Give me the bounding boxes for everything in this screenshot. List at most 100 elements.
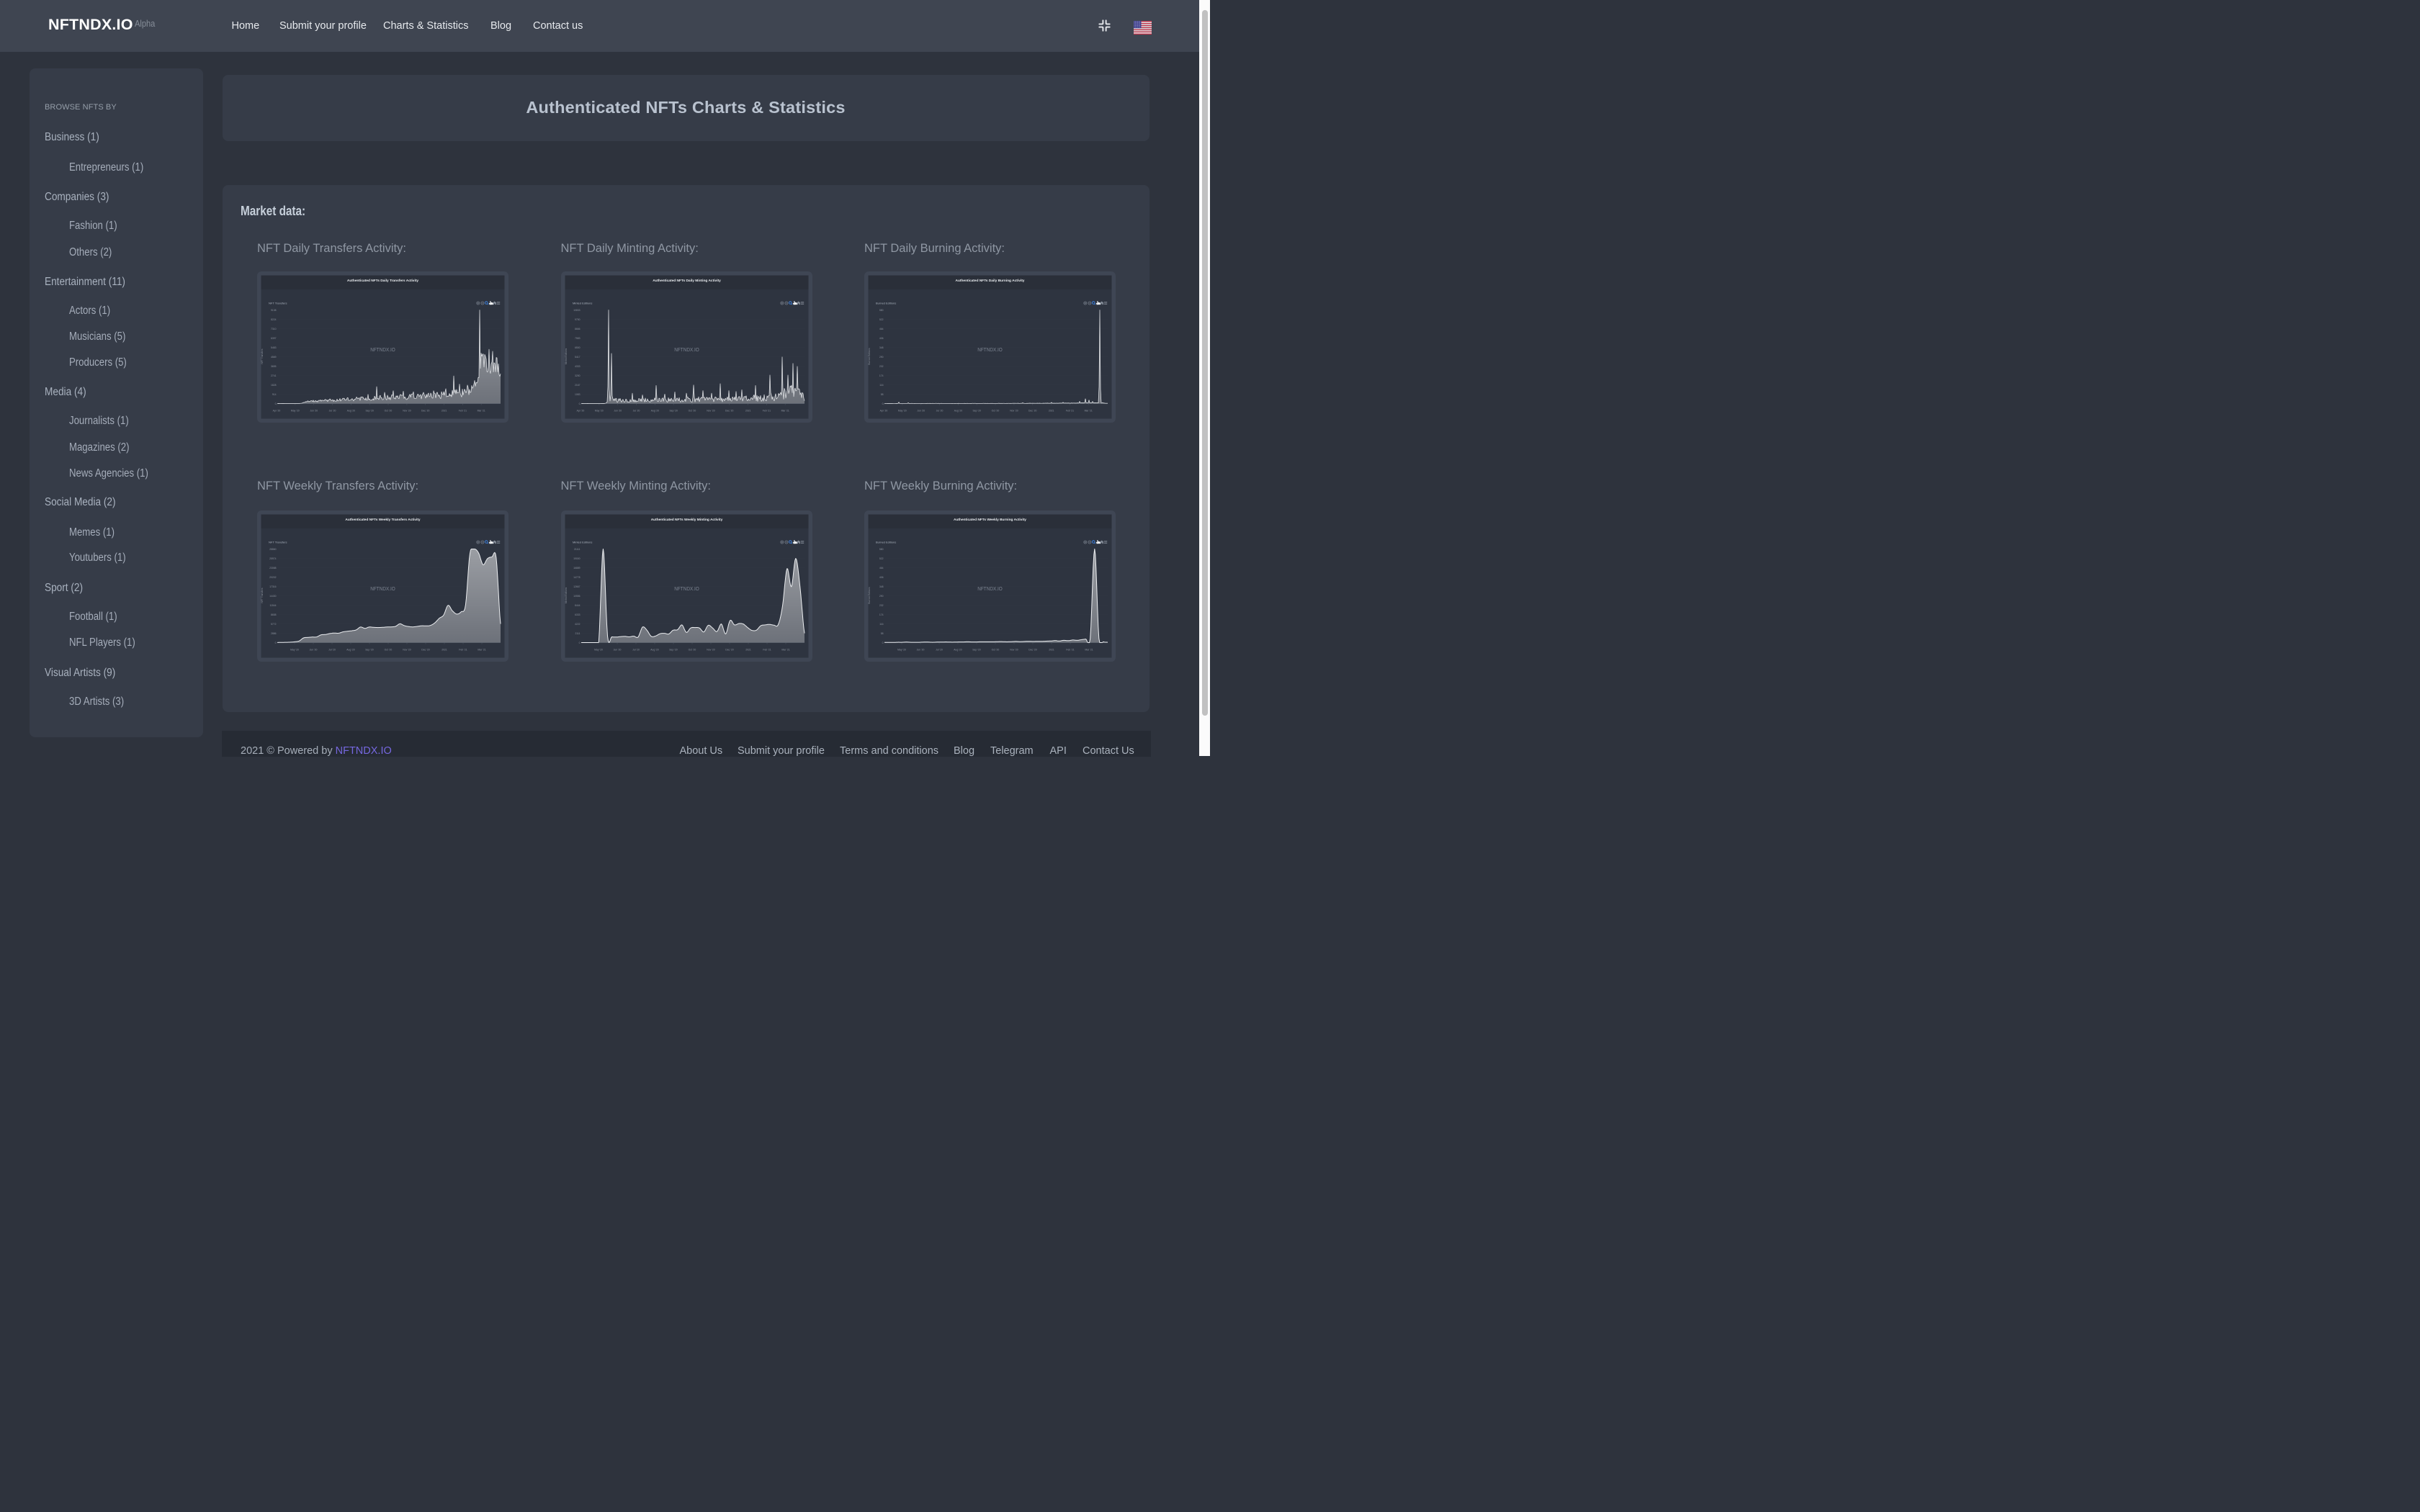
svg-text:406: 406 bbox=[879, 575, 884, 578]
svg-text:Aug '20: Aug '20 bbox=[954, 409, 963, 412]
svg-text:Dec '20: Dec '20 bbox=[421, 409, 430, 412]
svg-text:NFTNDX.IO: NFTNDX.IO bbox=[977, 585, 1003, 592]
svg-text:10833: 10833 bbox=[573, 308, 581, 311]
svg-text:Oct '20: Oct '20 bbox=[992, 409, 1000, 412]
svg-text:Feb '21: Feb '21 bbox=[1066, 648, 1074, 651]
svg-text:14778: 14778 bbox=[573, 575, 581, 578]
svg-text:NFTNDX.IO: NFTNDX.IO bbox=[370, 585, 395, 592]
svg-text:2741: 2741 bbox=[271, 374, 277, 377]
svg-text:4569: 4569 bbox=[271, 355, 277, 358]
svg-text:Burned Editions: Burned Editions bbox=[876, 540, 896, 544]
svg-text:8666: 8666 bbox=[574, 327, 580, 330]
svg-text:Burned Editions: Burned Editions bbox=[868, 587, 871, 604]
svg-text:7310: 7310 bbox=[271, 327, 277, 330]
svg-text:Authenticated NFTs Daily Trans: Authenticated NFTs Daily Transfers Activ… bbox=[347, 278, 418, 282]
svg-text:Dec '20: Dec '20 bbox=[1028, 409, 1037, 412]
svg-text:Dec '20: Dec '20 bbox=[725, 648, 734, 651]
svg-text:NFTNDX.IO: NFTNDX.IO bbox=[674, 585, 699, 592]
svg-text:Burned Editions: Burned Editions bbox=[868, 348, 871, 365]
svg-text:Aug '20: Aug '20 bbox=[954, 648, 962, 651]
svg-text:58: 58 bbox=[881, 631, 884, 634]
svg-text:Jul '20: Jul '20 bbox=[936, 409, 944, 412]
svg-text:914: 914 bbox=[272, 392, 277, 395]
svg-text:20202: 20202 bbox=[269, 575, 277, 578]
svg-text:0: 0 bbox=[882, 402, 884, 405]
svg-text:Sep '20: Sep '20 bbox=[365, 648, 374, 651]
svg-text:Authenticated NFTs Daily Burni: Authenticated NFTs Daily Burning Activit… bbox=[956, 278, 1025, 282]
svg-text:5772: 5772 bbox=[271, 622, 277, 625]
svg-text:2021: 2021 bbox=[1049, 648, 1054, 651]
svg-text:Apr '20: Apr '20 bbox=[576, 409, 584, 412]
svg-text:348: 348 bbox=[879, 346, 884, 348]
svg-text:4333: 4333 bbox=[574, 364, 580, 367]
svg-text:Oct '20: Oct '20 bbox=[688, 409, 696, 412]
svg-text:522: 522 bbox=[879, 557, 884, 559]
svg-text:58: 58 bbox=[881, 392, 884, 395]
svg-text:Nov '20: Nov '20 bbox=[403, 648, 411, 651]
svg-text:2167: 2167 bbox=[574, 383, 580, 386]
svg-text:464: 464 bbox=[879, 566, 884, 569]
svg-text:2021: 2021 bbox=[745, 648, 751, 651]
svg-text:Jul '20: Jul '20 bbox=[329, 409, 336, 412]
svg-text:0: 0 bbox=[275, 402, 277, 405]
svg-text:Authenticated NFTs Weekly Burn: Authenticated NFTs Weekly Burning Activi… bbox=[954, 517, 1026, 521]
svg-text:Oct '20: Oct '20 bbox=[688, 648, 696, 651]
svg-text:19000: 19000 bbox=[573, 557, 581, 559]
svg-text:Feb '21: Feb '21 bbox=[762, 409, 770, 412]
svg-text:Jul '20: Jul '20 bbox=[632, 409, 640, 412]
svg-text:Dec '20: Dec '20 bbox=[421, 648, 430, 651]
svg-text:1828: 1828 bbox=[271, 383, 277, 386]
svg-text:Oct '20: Oct '20 bbox=[385, 409, 393, 412]
svg-text:2021: 2021 bbox=[745, 409, 750, 412]
svg-text:1083: 1083 bbox=[574, 392, 580, 395]
svg-text:Sep '20: Sep '20 bbox=[972, 409, 981, 412]
svg-text:Apr '20: Apr '20 bbox=[880, 409, 888, 412]
svg-text:3250: 3250 bbox=[574, 374, 580, 377]
svg-text:23088: 23088 bbox=[269, 566, 277, 569]
svg-text:Mar '21: Mar '21 bbox=[1085, 409, 1093, 412]
svg-text:21111: 21111 bbox=[573, 547, 580, 550]
svg-text:6333: 6333 bbox=[574, 613, 580, 616]
svg-text:NFT Transfers: NFT Transfers bbox=[269, 540, 287, 544]
svg-text:Minted Editions: Minted Editions bbox=[573, 301, 592, 305]
svg-text:NFTNDX.IO: NFTNDX.IO bbox=[674, 346, 699, 353]
svg-text:NFTNDX.IO: NFTNDX.IO bbox=[977, 346, 1003, 353]
svg-text:Sep '20: Sep '20 bbox=[669, 409, 678, 412]
svg-text:Aug '20: Aug '20 bbox=[347, 409, 356, 412]
svg-text:May '20: May '20 bbox=[290, 648, 299, 651]
svg-text:Minted Editions: Minted Editions bbox=[565, 348, 568, 364]
svg-text:10556: 10556 bbox=[573, 594, 581, 597]
svg-text:9138: 9138 bbox=[271, 308, 277, 311]
svg-text:Feb '21: Feb '21 bbox=[459, 409, 467, 412]
svg-text:Minted Editions: Minted Editions bbox=[573, 540, 592, 544]
svg-text:6397: 6397 bbox=[271, 336, 277, 339]
svg-text:Aug '20: Aug '20 bbox=[650, 648, 659, 651]
svg-text:9750: 9750 bbox=[574, 318, 580, 320]
svg-text:Jun '20: Jun '20 bbox=[310, 648, 318, 651]
svg-text:5417: 5417 bbox=[574, 355, 580, 358]
svg-text:Jun '20: Jun '20 bbox=[917, 409, 925, 412]
svg-text:May '20: May '20 bbox=[594, 648, 603, 651]
svg-text:2021: 2021 bbox=[442, 648, 447, 651]
svg-text:290: 290 bbox=[879, 355, 884, 358]
svg-text:116: 116 bbox=[879, 383, 884, 386]
svg-text:Nov '20: Nov '20 bbox=[403, 409, 411, 412]
svg-text:7583: 7583 bbox=[574, 336, 580, 339]
svg-text:Jul '20: Jul '20 bbox=[936, 648, 943, 651]
svg-text:NFT Transfers: NFT Transfers bbox=[261, 348, 264, 364]
svg-text:May '20: May '20 bbox=[897, 648, 906, 651]
svg-text:Jul '20: Jul '20 bbox=[632, 648, 640, 651]
svg-text:232: 232 bbox=[879, 364, 884, 367]
svg-text:Jun '20: Jun '20 bbox=[614, 409, 622, 412]
svg-text:Mar '21: Mar '21 bbox=[1085, 648, 1093, 651]
svg-text:Feb '21: Feb '21 bbox=[459, 648, 467, 651]
svg-text:NFT Transfers: NFT Transfers bbox=[269, 301, 287, 305]
svg-text:2886: 2886 bbox=[271, 631, 277, 634]
svg-text:Authenticated NFTs Daily Minti: Authenticated NFTs Daily Minting Activit… bbox=[653, 278, 721, 282]
svg-text:28860: 28860 bbox=[269, 547, 277, 550]
svg-text:25974: 25974 bbox=[269, 557, 277, 559]
svg-text:Oct '20: Oct '20 bbox=[992, 648, 1000, 651]
svg-text:290: 290 bbox=[879, 594, 884, 597]
svg-text:NFT Transfers: NFT Transfers bbox=[261, 588, 264, 603]
svg-text:3655: 3655 bbox=[271, 364, 277, 367]
